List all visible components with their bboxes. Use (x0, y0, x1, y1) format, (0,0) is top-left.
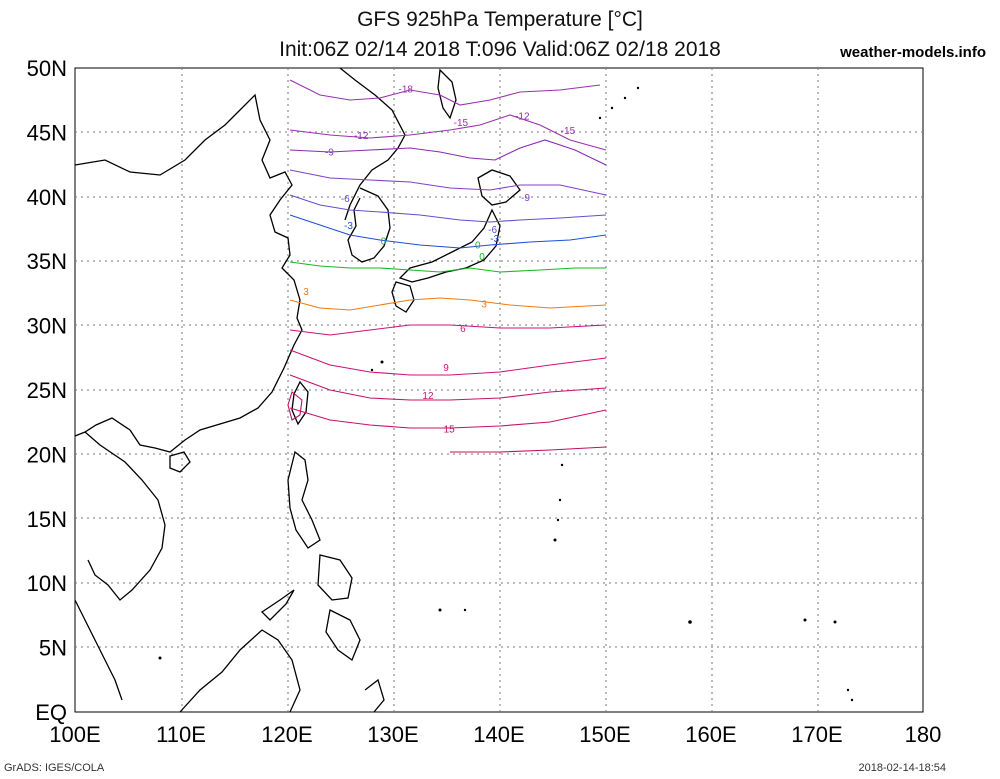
contour-label: -9 (521, 193, 530, 204)
contour-label: -15 (454, 118, 469, 129)
footer-timestamp: 2018-02-14-18:54 (858, 762, 946, 774)
contour-line (289, 139, 607, 166)
x-tick-label: 130E (367, 722, 418, 747)
contour-label: -12 (515, 112, 530, 123)
contour-line (289, 194, 607, 223)
y-tick-label: EQ (35, 700, 67, 725)
contour-label: -18 (398, 85, 413, 96)
contour-label: 0 (381, 237, 387, 248)
y-tick-label: 10N (27, 571, 67, 596)
temperature-contours (287, 79, 607, 453)
contour-label: -3 (344, 221, 353, 232)
map-subtitle: Init:06Z 02/14 2018 T:096 Valid:06Z 02/1… (279, 38, 721, 61)
contour-line (289, 114, 607, 151)
contour-label: -3 (490, 234, 499, 245)
coastlines (74, 67, 521, 713)
contour-label: -6 (341, 194, 350, 205)
contour-line (289, 79, 601, 106)
y-tick-label: 25N (27, 378, 67, 403)
y-tick-label: 30N (27, 314, 67, 339)
contour-line (289, 297, 607, 311)
y-tick-label: 15N (27, 507, 67, 532)
map-title: GFS 925hPa Temperature [°C] (357, 8, 643, 31)
contour-line (289, 261, 606, 273)
contour-label: -6 (488, 225, 497, 236)
contour-label: 15 (444, 425, 456, 436)
x-tick-label: 110E (156, 722, 206, 747)
contour-line (450, 446, 607, 453)
contour-line (289, 374, 607, 401)
x-tick-label: 160E (685, 722, 736, 747)
brand-label: weather-models.info (840, 44, 986, 61)
y-tick-label: 40N (27, 185, 67, 210)
y-tick-labels: 50N 45N 40N 35N 30N 25N 20N 15N 10N 5N EQ (27, 56, 67, 725)
y-tick-label: 5N (39, 636, 67, 661)
y-tick-label: 50N (27, 56, 67, 81)
contour-label: 3 (303, 287, 309, 298)
contour-label: -15 (561, 126, 576, 137)
small-islands (158, 86, 854, 702)
plot-frame (74, 67, 924, 713)
contour-label: 6 (460, 324, 466, 335)
contour-line (287, 391, 303, 421)
y-tick-label: 45N (27, 120, 67, 145)
contour-line (289, 169, 607, 196)
footer-credit: GrADS: IGES/COLA (4, 762, 105, 774)
y-tick-label: 20N (27, 442, 67, 467)
contour-label: -9 (325, 148, 334, 159)
contour-line (289, 407, 607, 429)
contour-label: 12 (422, 391, 434, 402)
x-tick-labels: 100E 110E 120E 130E 140E 150E 160E 170E 180 (49, 722, 941, 747)
y-tick-label: 35N (27, 249, 67, 274)
contour-label: 0 (479, 252, 485, 263)
contour-label: 0 (475, 240, 481, 251)
contour-label: -12 (354, 131, 369, 142)
x-tick-label: 100E (49, 722, 100, 747)
x-tick-label: 150E (579, 722, 630, 747)
contour-line (289, 349, 607, 376)
x-tick-label: 140E (473, 722, 524, 747)
contour-label: 9 (443, 363, 449, 374)
contour-label: 3 (481, 300, 487, 311)
x-tick-label: 180 (905, 722, 942, 747)
x-tick-label: 170E (791, 722, 842, 747)
contour-line (289, 214, 607, 249)
contour-line (289, 324, 607, 336)
x-tick-label: 120E (261, 722, 312, 747)
